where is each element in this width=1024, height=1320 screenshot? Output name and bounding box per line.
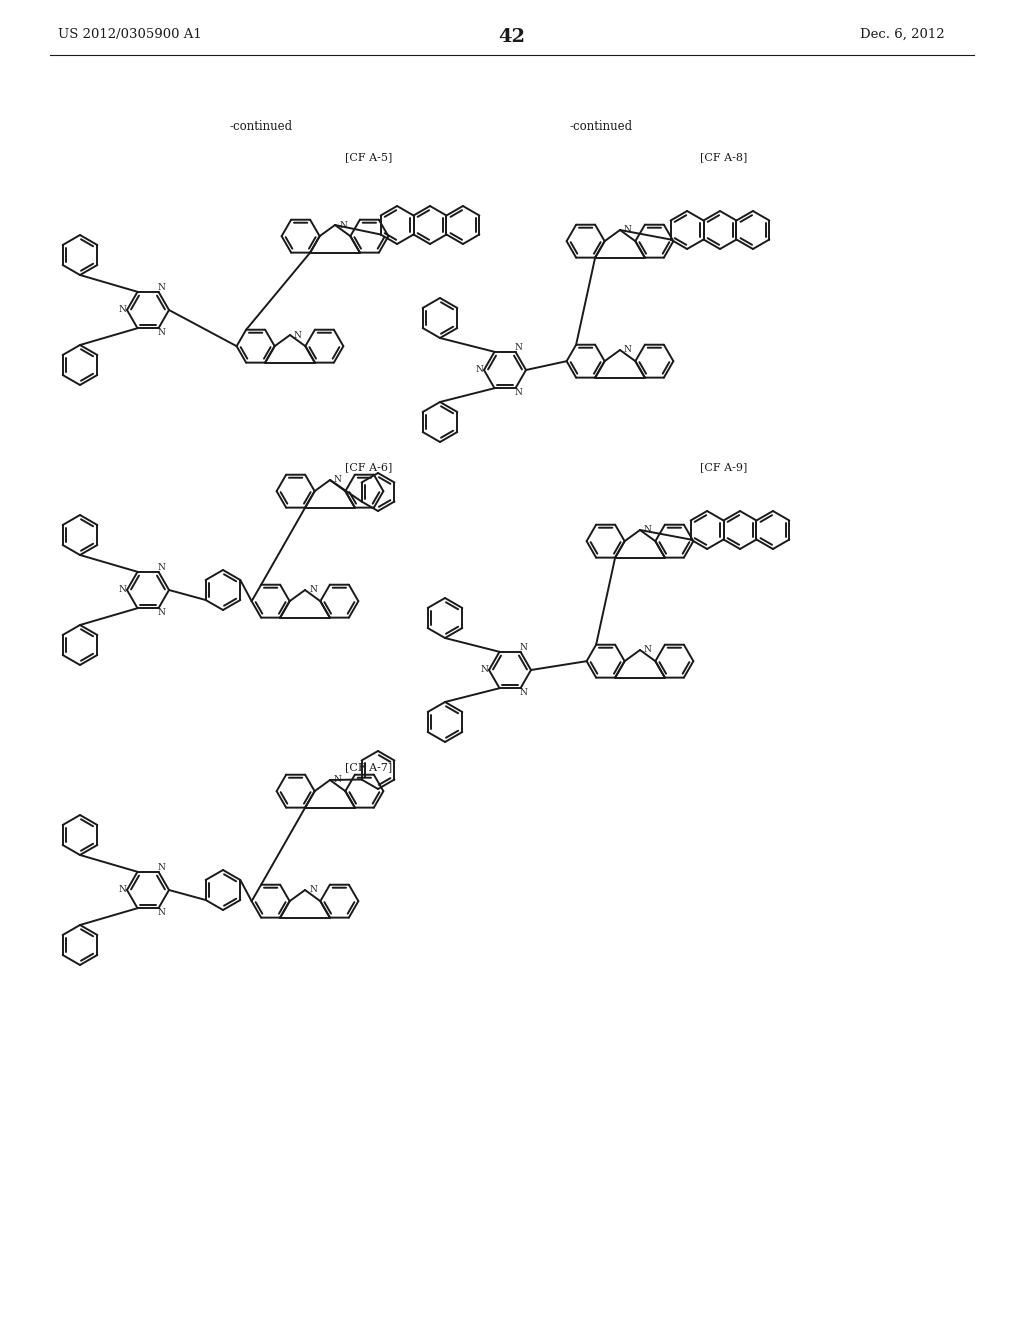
Text: N: N <box>294 330 302 339</box>
Text: [CF A-5]: [CF A-5] <box>345 152 392 162</box>
Text: [CF A-9]: [CF A-9] <box>700 462 748 473</box>
Text: N: N <box>118 586 126 594</box>
Text: US 2012/0305900 A1: US 2012/0305900 A1 <box>58 28 202 41</box>
Text: N: N <box>339 220 347 230</box>
Text: N: N <box>624 226 632 235</box>
Text: N: N <box>514 343 522 352</box>
Text: N: N <box>309 886 316 895</box>
Text: N: N <box>334 475 342 484</box>
Text: N: N <box>157 908 165 917</box>
Text: N: N <box>157 863 165 873</box>
Text: N: N <box>644 525 652 535</box>
Text: 42: 42 <box>499 28 525 46</box>
Text: -continued: -continued <box>230 120 293 133</box>
Text: N: N <box>480 665 488 675</box>
Text: N: N <box>519 643 527 652</box>
Text: -continued: -continued <box>570 120 633 133</box>
Text: N: N <box>644 645 652 655</box>
Text: [CF A-6]: [CF A-6] <box>345 462 392 473</box>
Text: [CF A-7]: [CF A-7] <box>345 762 392 772</box>
Text: N: N <box>118 886 126 895</box>
Text: N: N <box>157 564 165 572</box>
Text: N: N <box>334 776 342 784</box>
Text: N: N <box>519 688 527 697</box>
Text: N: N <box>118 305 126 314</box>
Text: N: N <box>514 388 522 397</box>
Text: N: N <box>475 366 483 375</box>
Text: N: N <box>157 282 165 292</box>
Text: N: N <box>157 609 165 616</box>
Text: N: N <box>624 346 632 355</box>
Text: N: N <box>309 586 316 594</box>
Text: Dec. 6, 2012: Dec. 6, 2012 <box>860 28 944 41</box>
Text: N: N <box>157 327 165 337</box>
Text: [CF A-8]: [CF A-8] <box>700 152 748 162</box>
